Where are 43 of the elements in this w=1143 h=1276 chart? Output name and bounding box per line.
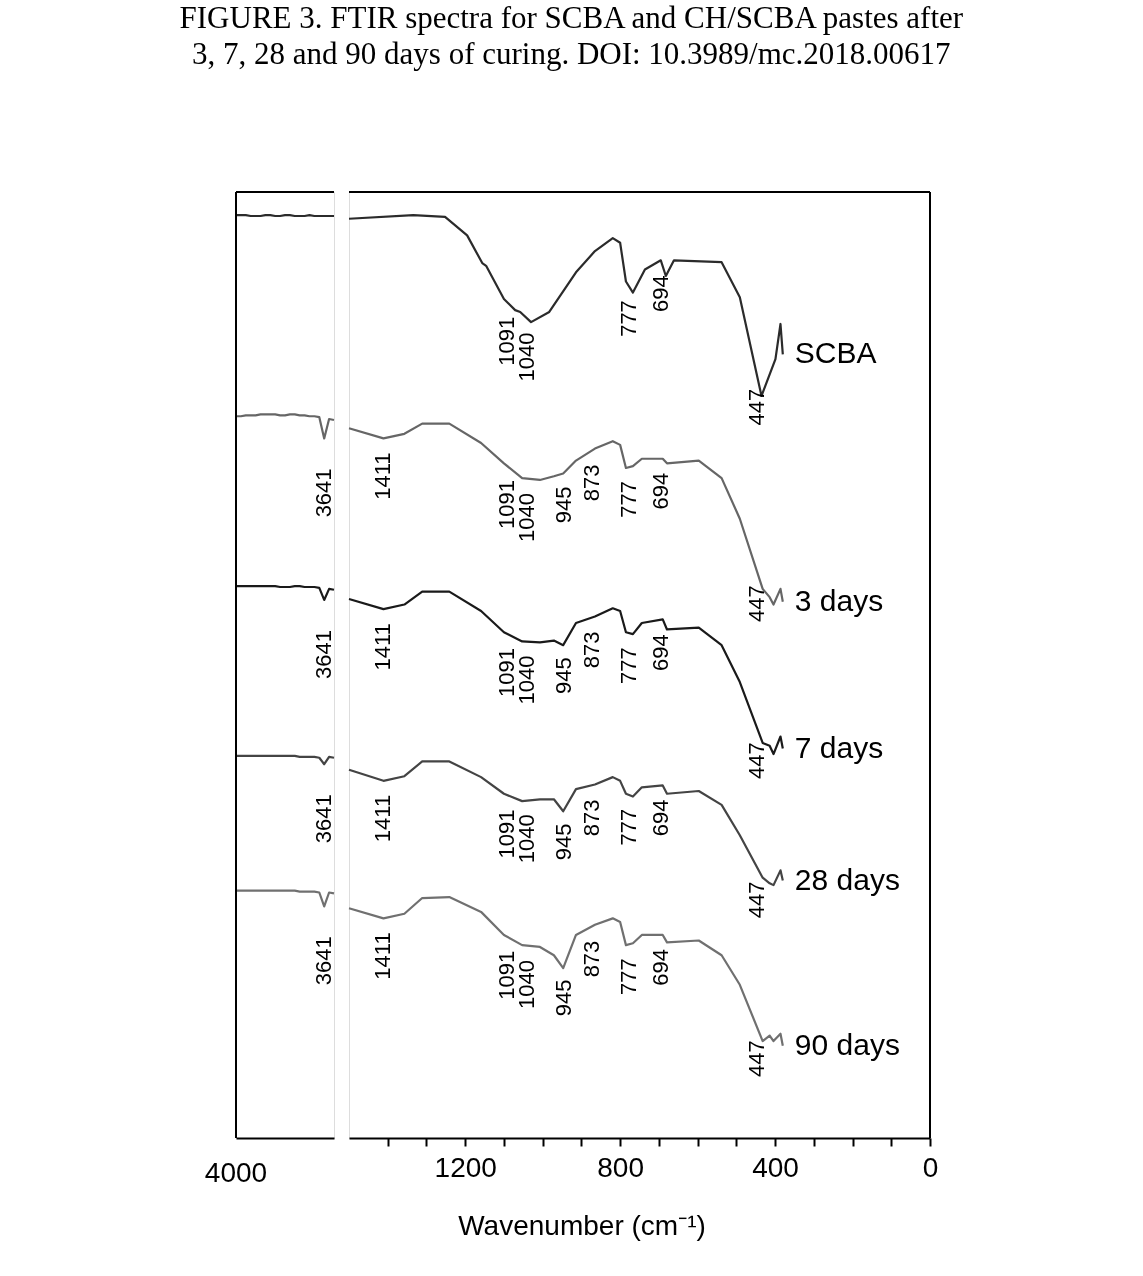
annotation: 945 — [550, 823, 576, 861]
annotation: 945 — [550, 979, 576, 1017]
x-tick-label: 800 — [597, 1151, 644, 1183]
annotation: 447 — [743, 1040, 769, 1078]
x-tick-label: 0 — [922, 1151, 939, 1183]
x-tick-label: 400 — [752, 1151, 799, 1183]
series-label: SCBA — [794, 336, 877, 370]
annotation: 777 — [616, 808, 642, 846]
annotation: 1411 — [370, 932, 396, 980]
x-axis-title: Wavenumber (cm⁻¹) — [458, 1209, 706, 1241]
annotation: 694 — [648, 799, 674, 837]
annotation: 945 — [550, 486, 576, 524]
x-tick-label: 1200 — [434, 1151, 497, 1183]
series-label: 90 days — [794, 1027, 900, 1061]
text: 4000 — [204, 1157, 268, 1188]
annotation: 447 — [743, 881, 769, 919]
annotation: 945 — [550, 657, 576, 695]
annotation: 873 — [578, 940, 604, 978]
annotation: 873 — [578, 799, 604, 837]
annotation: 694 — [648, 634, 674, 671]
annotation: 447 — [743, 585, 769, 623]
annotation: 694 — [648, 275, 674, 312]
annotation: 1411 — [370, 623, 396, 671]
annotation: 447 — [743, 742, 769, 779]
annotation: 873 — [578, 464, 604, 502]
annotation: 694 — [648, 472, 674, 510]
annotation: 1411 — [370, 452, 396, 500]
annotation: 777 — [616, 300, 642, 337]
annotation: 777 — [616, 481, 642, 518]
annotation: 873 — [578, 631, 604, 669]
text: FIGURE 3. FTIR spectra for SCBA and CH/SCBA pastes after 3, 7, 28 and 90 days of curing. DOI: 10.3989/mc.2018.00617 — [179, 0, 964, 71]
series-label: 3 days — [794, 583, 884, 617]
annotation: 447 — [743, 388, 769, 426]
annotation: 3641 — [311, 629, 337, 679]
annotation: 777 — [616, 647, 642, 684]
series-label: 7 days — [794, 730, 884, 764]
annotation: 3641 — [311, 936, 337, 986]
annotation: 3641 — [311, 468, 337, 518]
annotation: 1411 — [370, 794, 396, 843]
annotation: 694 — [648, 948, 674, 986]
annotation: 3641 — [311, 794, 337, 844]
series-label: 28 days — [794, 862, 900, 896]
annotation: 777 — [616, 958, 642, 995]
